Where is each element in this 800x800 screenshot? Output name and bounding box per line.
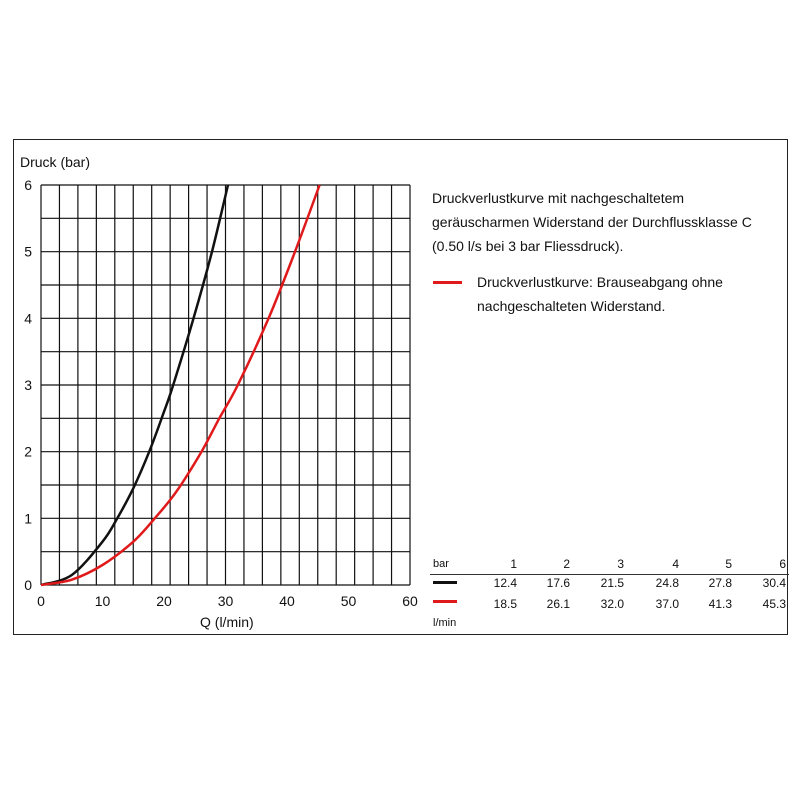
x-tick-label: 20 [156, 593, 172, 609]
x-tick-label: 0 [37, 593, 45, 609]
y-tick-label: 1 [24, 510, 32, 526]
table-red-cell: 37.0 [655, 597, 679, 611]
table-black-cell: 27.8 [708, 576, 732, 590]
table-black-cell: 12.4 [493, 576, 517, 590]
x-tick-label: 10 [95, 593, 111, 609]
table-header-cell: 2 [563, 557, 570, 571]
y-tick-label: 0 [24, 577, 32, 593]
table-red-cell: 41.3 [708, 597, 732, 611]
x-tick-label: 60 [402, 593, 418, 609]
table-black-cell: 21.5 [600, 576, 624, 590]
table-red-cell: 32.0 [600, 597, 624, 611]
table-header-cell: 5 [725, 557, 732, 571]
table-red-cell: 18.5 [493, 597, 517, 611]
table-header-cell: 6 [779, 557, 786, 571]
table-red-cell: 45.3 [762, 597, 786, 611]
y-tick-label: 6 [24, 177, 32, 193]
legend-black-description: Druckverlustkurve mit nachgeschaltetem g… [432, 190, 752, 254]
table-header-cell: 4 [672, 557, 679, 571]
y-axis-label: Druck (bar) [20, 154, 91, 170]
table-unit-bar: bar [433, 558, 449, 570]
y-tick-label: 4 [24, 310, 32, 326]
table-black-cell: 30.4 [762, 576, 786, 590]
table-red-swatch [433, 600, 457, 603]
y-tick-label: 2 [24, 444, 32, 460]
table-unit-lmin: l/min [433, 617, 457, 629]
table-black-cell: 17.6 [546, 576, 570, 590]
series-black-line [40, 184, 230, 587]
series-red-line [40, 184, 321, 587]
table-red-cell: 26.1 [546, 597, 570, 611]
table-rule [430, 574, 789, 575]
y-tick-label: 5 [24, 244, 32, 260]
legend-red-swatch [433, 281, 462, 284]
chart-frame [13, 139, 788, 635]
legend: Druckverlustkurve mit nachgeschaltetem g… [432, 186, 777, 318]
y-tick-label: 3 [24, 377, 32, 393]
table-black-swatch [433, 581, 457, 584]
table-black-cell: 24.8 [655, 576, 679, 590]
legend-red-entry: Druckverlustkurve: Brauseabgang ohne nac… [432, 270, 777, 318]
x-axis-label: Q (l/min) [200, 614, 254, 630]
legend-red-description: Druckverlustkurve: Brauseabgang ohne nac… [477, 274, 723, 314]
x-tick-label: 50 [341, 593, 357, 609]
x-tick-label: 40 [279, 593, 295, 609]
x-tick-label: 30 [218, 593, 234, 609]
table-header-cell: 1 [510, 557, 517, 571]
table-header-cell: 3 [617, 557, 624, 571]
